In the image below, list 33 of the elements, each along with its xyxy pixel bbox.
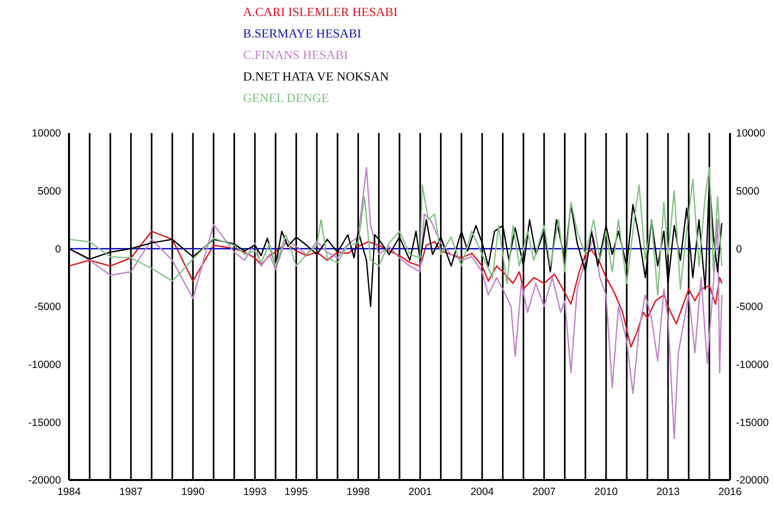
y-tick-label: -5000 xyxy=(34,301,62,314)
x-tick-label: 2007 xyxy=(532,486,556,498)
x-tick-label: 2016 xyxy=(718,486,742,498)
x-tick-label: 2010 xyxy=(594,486,618,498)
x-tick-label: 2001 xyxy=(408,486,432,498)
x-tick-label: 2013 xyxy=(656,486,680,498)
y2-tick-label: -10000 xyxy=(736,359,769,372)
y2-tick-label: 10000 xyxy=(736,128,766,140)
y-tick-label: 5000 xyxy=(38,186,62,198)
y2-tick-label: 0 xyxy=(736,243,742,256)
x-tick-label: 1998 xyxy=(346,486,370,498)
y-tick-label: -20000 xyxy=(28,474,62,487)
line-series xyxy=(68,230,722,348)
y-tick-label: 10000 xyxy=(32,128,62,140)
y-tick-label: -10000 xyxy=(28,359,62,372)
x-tick-label: 2004 xyxy=(470,486,494,498)
y-tick-label: -15000 xyxy=(28,416,62,429)
y2-tick-label: -5000 xyxy=(736,301,764,314)
x-tick-label: 1987 xyxy=(119,486,143,498)
line-series xyxy=(68,167,722,296)
x-tick-label: 1984 xyxy=(57,486,81,498)
text: B.SERMAYE HESABI xyxy=(243,26,362,40)
y2-tick-label: 5000 xyxy=(736,186,760,198)
y-tick-label: 0 xyxy=(55,243,62,256)
text: C.FINANS HESABI xyxy=(243,48,348,62)
x-tick-label: 1990 xyxy=(181,486,205,498)
text: GENEL DENGE xyxy=(243,91,330,105)
text: A.CARI ISLEMLER HESABI xyxy=(243,5,398,19)
x-tick-label: 1995 xyxy=(284,486,308,498)
text: D.NET HATA VE NOKSAN xyxy=(243,70,389,84)
y2-tick-label: -15000 xyxy=(736,416,769,429)
x-tick-label: 1993 xyxy=(243,486,267,498)
y2-tick-label: -20000 xyxy=(736,474,769,487)
